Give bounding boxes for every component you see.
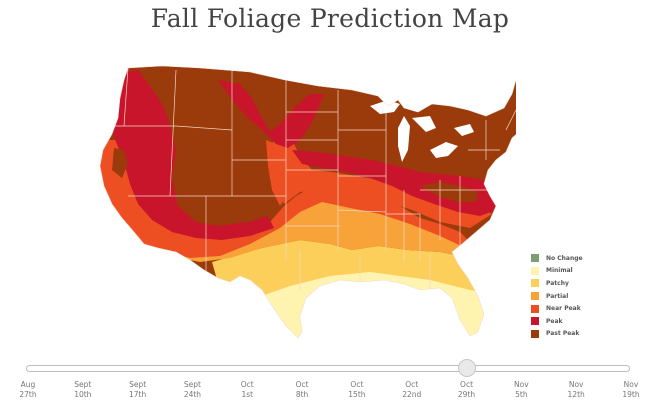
legend-label: Patchy xyxy=(546,279,569,287)
peak-region-central[interactable] xyxy=(292,150,498,216)
tick-day: 15th xyxy=(348,390,366,399)
legend-item: Peak xyxy=(531,315,583,328)
tick-day: 19th xyxy=(622,390,640,399)
tick-month: Sept xyxy=(129,380,147,389)
legend-item: Near Peak xyxy=(531,302,583,315)
us-foliage-map[interactable] xyxy=(96,60,516,340)
date-tick[interactable]: Oct 29th xyxy=(442,380,492,400)
tick-day: 10th xyxy=(74,390,92,399)
legend-label: Near Peak xyxy=(546,305,581,313)
tick-month: Oct xyxy=(295,380,309,389)
date-tick[interactable]: Oct 15th xyxy=(332,380,382,400)
peak-region-north[interactable] xyxy=(218,80,324,148)
tick-day: 1st xyxy=(241,390,254,399)
tick-day: 12th xyxy=(567,390,585,399)
legend-label: Minimal xyxy=(546,267,573,275)
tick-day: 22nd xyxy=(402,390,422,399)
date-tick[interactable]: Sept 24th xyxy=(167,380,217,400)
legend-item: Partial xyxy=(531,290,583,303)
us-outline xyxy=(99,65,516,339)
date-tick[interactable]: Nov 5th xyxy=(496,380,546,400)
date-tick[interactable]: Nov 19th xyxy=(606,380,656,400)
date-tick[interactable]: Sept 17th xyxy=(113,380,163,400)
date-slider-handle[interactable] xyxy=(457,359,476,377)
near-peak-rockies[interactable] xyxy=(266,140,290,206)
legend-item: Minimal xyxy=(531,265,583,278)
legend-item: Past Peak xyxy=(531,328,583,341)
legend-swatch xyxy=(531,279,539,288)
tick-month: Sept xyxy=(183,380,201,389)
legend-label: No Change xyxy=(546,254,583,262)
tick-day: 29th xyxy=(457,390,476,399)
legend-swatch xyxy=(531,317,539,326)
great-lakes xyxy=(370,100,474,162)
date-tick[interactable]: Aug 27th xyxy=(3,380,53,400)
date-tick[interactable]: Oct 22nd xyxy=(387,380,437,400)
past-peak-appalachia[interactable] xyxy=(420,182,478,202)
tick-month: Sept xyxy=(74,380,92,389)
tick-month: Aug xyxy=(20,380,36,389)
legend-label: Partial xyxy=(546,292,569,300)
tick-day: 5th xyxy=(515,390,528,399)
map-legend: No Change Minimal Patchy Partial Near Peak Pe… xyxy=(531,252,583,340)
legend-swatch xyxy=(531,304,539,313)
legend-item: No Change xyxy=(531,252,583,265)
date-tick[interactable]: Oct 8th xyxy=(277,380,327,400)
tick-day: 8th xyxy=(295,390,309,399)
tick-day: 17th xyxy=(129,390,147,399)
legend-label: Peak xyxy=(546,317,563,325)
peak-region-west[interactable] xyxy=(106,70,274,240)
date-tick[interactable]: Nov 12th xyxy=(551,380,601,400)
date-tick[interactable]: Oct 1st xyxy=(222,380,272,400)
legend-item: Patchy xyxy=(531,277,583,290)
date-slider-track[interactable] xyxy=(26,365,630,372)
past-peak-west[interactable] xyxy=(170,104,284,224)
map-title: Fall Foliage Prediction Map xyxy=(150,4,510,33)
past-peak-oregon[interactable] xyxy=(112,148,128,178)
tick-month: Oct xyxy=(405,380,419,389)
tick-month: Oct xyxy=(350,380,364,389)
tick-day: 24th xyxy=(183,390,202,399)
legend-swatch xyxy=(531,329,539,338)
legend-swatch xyxy=(531,292,539,301)
patchy-region[interactable] xyxy=(212,240,516,300)
legend-swatch xyxy=(531,254,539,263)
tick-month: Oct xyxy=(460,380,474,389)
tick-month: Nov xyxy=(623,380,639,389)
tick-day: 27th xyxy=(19,390,37,399)
date-tick[interactable]: Sept 10th xyxy=(58,380,108,400)
legend-swatch xyxy=(531,266,539,275)
tick-month: Nov xyxy=(514,380,529,389)
legend-label: Past Peak xyxy=(546,330,580,338)
tick-month: Nov xyxy=(568,380,584,389)
tick-month: Oct xyxy=(240,380,254,389)
